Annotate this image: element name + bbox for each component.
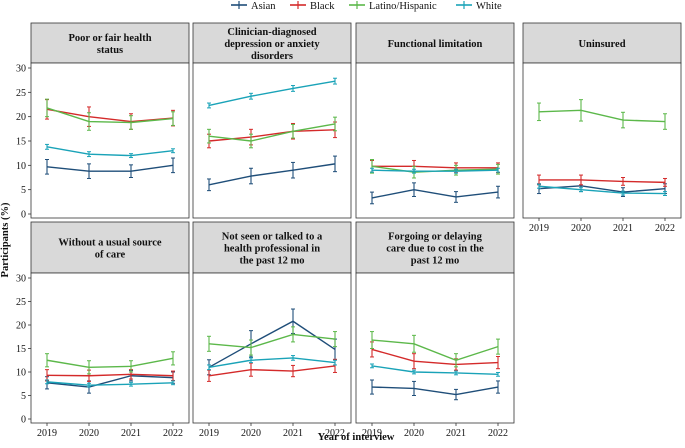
series-line-asian xyxy=(371,386,499,396)
series-line-black xyxy=(371,348,499,366)
panel-title-line: health professional in xyxy=(224,244,320,255)
legend-label-3: White xyxy=(476,1,502,12)
y-tick-label: 5 xyxy=(21,391,26,402)
panel-title-line: Clinician-diagnosed xyxy=(227,27,316,38)
series-line-asian xyxy=(208,320,336,368)
panel-title-line: Poor or fair health xyxy=(68,33,151,44)
legend-label-0: Asian xyxy=(251,1,276,12)
y-tick-label: 20 xyxy=(16,321,26,332)
panel-title-line: the past 12 mo xyxy=(239,256,304,267)
y-tick-label: 25 xyxy=(16,297,26,308)
panel-plot-area xyxy=(30,62,190,219)
x-tick-label: 2022 xyxy=(325,428,345,439)
panel-title-line: depression or anxiety xyxy=(224,39,320,50)
series-line-white xyxy=(208,80,336,107)
panel-title-line: Functional limitation xyxy=(388,39,483,50)
x-tick-label: 2019 xyxy=(529,223,549,234)
panel-strip xyxy=(355,22,515,64)
series-line-black xyxy=(46,108,174,123)
x-tick-label: 2020 xyxy=(79,428,99,439)
panel-3: Uninsured 2019 2020 2021 2022 xyxy=(522,22,682,234)
series-line-black xyxy=(539,179,666,184)
panel-strip xyxy=(192,22,352,64)
series-line-latino-hispanic xyxy=(538,109,666,123)
series-line-white xyxy=(371,169,499,172)
legend: Asian Black Latino/Hispanic White xyxy=(231,1,502,12)
y-axis-title: Participants (%) xyxy=(0,202,11,277)
panel-2: Functional limitation xyxy=(355,22,515,219)
panel-strip xyxy=(30,22,190,64)
y-tick-label: 30 xyxy=(16,64,26,75)
series-line-white xyxy=(371,365,499,376)
series-line-black xyxy=(46,373,174,377)
x-tick-label: 2020 xyxy=(571,223,591,234)
panel-strip xyxy=(192,221,352,274)
panel-title-line: Uninsured xyxy=(578,39,625,50)
x-tick-label: 2021 xyxy=(613,223,633,234)
panel-title-line: past 12 mo xyxy=(411,256,459,267)
panel-plot-area xyxy=(355,62,515,219)
panel-strip xyxy=(522,22,682,64)
x-tick-label: 2022 xyxy=(163,428,183,439)
series-line-asian xyxy=(46,164,174,172)
x-tick-label: 2021 xyxy=(283,428,303,439)
x-tick-label: 2022 xyxy=(488,428,508,439)
series-line-asian xyxy=(371,188,499,199)
series-line-white xyxy=(46,146,174,157)
y-tick-label: 30 xyxy=(16,274,26,285)
panel-title-line: Not seen or talked to a xyxy=(222,232,323,243)
panel-plot-area xyxy=(355,272,515,424)
panel-plot-area xyxy=(30,272,190,424)
series-line-black xyxy=(208,365,336,377)
panel-title-line: status xyxy=(97,45,123,56)
y-tick-label: 0 xyxy=(21,210,26,221)
panel-plot-area xyxy=(192,272,352,424)
x-tick-label: 2022 xyxy=(655,223,675,234)
y-tick-label: 10 xyxy=(16,368,26,379)
series-line-asian xyxy=(538,185,666,193)
panel-plot-area xyxy=(522,62,682,219)
series-line-black xyxy=(372,165,498,169)
x-tick-label: 2019 xyxy=(199,428,219,439)
x-tick-label: 2020 xyxy=(241,428,261,439)
legend-label-2: Latino/Hispanic xyxy=(369,1,437,12)
y-tick-label: 15 xyxy=(16,344,26,355)
panel-title-line: of care xyxy=(95,250,126,261)
x-tick-label: 2021 xyxy=(121,428,141,439)
series-line-white xyxy=(208,357,336,368)
series-line-latino-hispanic xyxy=(46,107,174,124)
x-tick-label: 2019 xyxy=(37,428,57,439)
x-axis-title: Year of interview xyxy=(318,432,395,443)
panel-title-line: disorders xyxy=(251,51,293,62)
series-line-white xyxy=(538,185,666,195)
y-tick-label: 5 xyxy=(21,185,26,196)
panel-strip xyxy=(30,221,190,274)
series-line-asian xyxy=(208,163,336,186)
x-tick-label: 2021 xyxy=(446,428,466,439)
y-tick-label: 15 xyxy=(16,137,26,148)
series-line-latino-hispanic xyxy=(46,357,174,369)
legend-label-1: Black xyxy=(310,1,335,12)
series-line-latino-hispanic xyxy=(371,339,499,361)
panel-title-line: Without a usual source xyxy=(58,238,162,249)
y-tick-label: 10 xyxy=(16,161,26,172)
x-tick-label: 2020 xyxy=(404,428,424,439)
series-line-latino-hispanic xyxy=(208,123,336,142)
x-tick-label: 2019 xyxy=(362,428,382,439)
panel-title-line: Forgoing or delaying xyxy=(388,232,482,243)
series-line-asian xyxy=(46,375,174,388)
y-tick-label: 25 xyxy=(16,88,26,99)
panel-title-line: care due to cost in the xyxy=(386,244,484,255)
y-tick-label: 20 xyxy=(16,112,26,123)
series-line-latino-hispanic xyxy=(208,333,336,349)
y-tick-label: 0 xyxy=(21,415,26,426)
series-line-white xyxy=(46,381,174,386)
